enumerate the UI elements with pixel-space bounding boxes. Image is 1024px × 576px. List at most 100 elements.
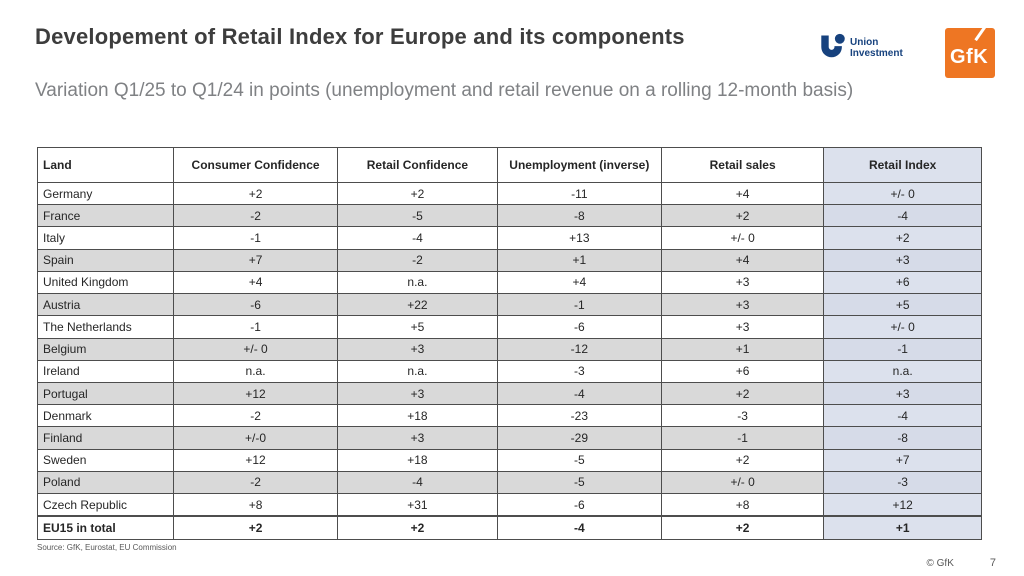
value-cell: -12 bbox=[496, 337, 662, 361]
union-investment-wordmark-line1: Union bbox=[850, 37, 879, 48]
gfk-logo: GfK bbox=[945, 28, 995, 78]
value-cell: +8 bbox=[660, 493, 825, 517]
country-cell: Germany bbox=[37, 181, 174, 206]
value-cell: -1 bbox=[496, 293, 662, 317]
value-cell: -6 bbox=[496, 315, 662, 339]
value-cell: -1 bbox=[823, 337, 982, 361]
gfk-slash-icon bbox=[974, 28, 986, 42]
value-cell: +2 bbox=[660, 448, 825, 472]
value-cell: +6 bbox=[823, 270, 982, 295]
table-row: The Netherlands -1 +5 -6 +3 +/- 0 bbox=[37, 315, 982, 339]
value-cell: -1 bbox=[660, 426, 825, 450]
country-cell: Belgium bbox=[37, 337, 174, 361]
table-row: Ireland n.a. n.a. -3 +6 n.a. bbox=[37, 359, 982, 383]
value-cell: +2 bbox=[660, 515, 825, 541]
table-header: Land Consumer Confidence Retail Confidence… bbox=[37, 147, 982, 183]
value-cell: -5 bbox=[496, 448, 662, 472]
table-row: Portugal +12 +3 -4 +2 +3 bbox=[37, 381, 982, 406]
value-cell: -29 bbox=[496, 426, 662, 450]
value-cell: +18 bbox=[337, 448, 498, 472]
value-cell: +4 bbox=[172, 270, 339, 295]
page-number: 7 bbox=[989, 557, 996, 569]
value-cell: -4 bbox=[823, 404, 982, 428]
country-cell: Poland bbox=[37, 470, 174, 495]
country-cell: United Kingdom bbox=[37, 270, 174, 295]
table-row: Belgium +/- 0 +3 -12 +1 -1 bbox=[37, 337, 982, 361]
country-cell: Spain bbox=[37, 248, 174, 272]
column-header-unemployment-inverse: Unemployment (inverse) bbox=[496, 147, 662, 183]
value-cell: +7 bbox=[823, 448, 982, 472]
gfk-wordmark: GfK bbox=[950, 46, 989, 68]
value-cell: n.a. bbox=[337, 359, 498, 383]
value-cell: +13 bbox=[496, 226, 662, 250]
value-cell: +3 bbox=[823, 381, 982, 406]
value-cell: +1 bbox=[496, 248, 662, 272]
total-row: EU15 in total +2 +2 -4 +2 +1 bbox=[37, 515, 982, 541]
table-row: Czech Republic +8 +31 -6 +8 +12 bbox=[37, 493, 982, 517]
union-investment-wordmark: Union Investment bbox=[850, 37, 903, 59]
value-cell: +5 bbox=[823, 293, 982, 317]
value-cell: +4 bbox=[660, 181, 825, 206]
country-cell: The Netherlands bbox=[37, 315, 174, 339]
value-cell: -1 bbox=[172, 226, 339, 250]
value-cell: +22 bbox=[337, 293, 498, 317]
country-cell: France bbox=[37, 204, 174, 228]
table-row: Germany +2 +2 -11 +4 +/- 0 bbox=[37, 181, 982, 206]
country-cell: Denmark bbox=[37, 404, 174, 428]
value-cell: -23 bbox=[496, 404, 662, 428]
table-row: Spain +7 -2 +1 +4 +3 bbox=[37, 248, 982, 272]
value-cell: +4 bbox=[496, 270, 662, 295]
column-header-land: Land bbox=[37, 147, 174, 183]
value-cell: -4 bbox=[496, 515, 662, 541]
country-cell: Ireland bbox=[37, 359, 174, 383]
value-cell: +5 bbox=[337, 315, 498, 339]
table-row: Austria -6 +22 -1 +3 +5 bbox=[37, 293, 982, 317]
value-cell: -5 bbox=[496, 470, 662, 495]
value-cell: +/- 0 bbox=[823, 315, 982, 339]
column-header-retail-index: Retail Index bbox=[823, 147, 982, 183]
value-cell: +3 bbox=[337, 337, 498, 361]
retail-index-table: Land Consumer Confidence Retail Confidence… bbox=[37, 147, 982, 541]
value-cell: +4 bbox=[660, 248, 825, 272]
value-cell: +12 bbox=[172, 381, 339, 406]
value-cell: -2 bbox=[172, 470, 339, 495]
subtitle: Variation Q1/25 to Q1/24 in points (unem… bbox=[35, 80, 854, 101]
country-cell: Finland bbox=[37, 426, 174, 450]
value-cell: +7 bbox=[172, 248, 339, 272]
value-cell: n.a. bbox=[337, 270, 498, 295]
column-header-retail-sales: Retail sales bbox=[660, 147, 825, 183]
table-header-row: Land Consumer Confidence Retail Confidence… bbox=[37, 147, 982, 183]
table-row: Sweden +12 +18 -5 +2 +7 bbox=[37, 448, 982, 472]
value-cell: -3 bbox=[496, 359, 662, 383]
table-body: Germany +2 +2 -11 +4 +/- 0 France -2 -5 -8 +2 -4 Ita… bbox=[37, 181, 982, 541]
value-cell: +12 bbox=[172, 448, 339, 472]
union-investment-wordmark-line2: Investment bbox=[850, 48, 903, 59]
value-cell: +/-0 bbox=[172, 426, 339, 450]
source-note: Source: GfK, Eurostat, EU Commission bbox=[37, 543, 177, 552]
country-cell: EU15 in total bbox=[37, 515, 174, 541]
value-cell: +2 bbox=[660, 381, 825, 406]
table-row: Finland +/-0 +3 -29 -1 -8 bbox=[37, 426, 982, 450]
column-header-retail-confidence: Retail Confidence bbox=[337, 147, 498, 183]
value-cell: +2 bbox=[172, 515, 339, 541]
value-cell: -4 bbox=[337, 470, 498, 495]
value-cell: +3 bbox=[337, 426, 498, 450]
country-cell: Austria bbox=[37, 293, 174, 317]
value-cell: -11 bbox=[496, 181, 662, 206]
value-cell: -2 bbox=[337, 248, 498, 272]
table-row: France -2 -5 -8 +2 -4 bbox=[37, 204, 982, 228]
country-cell: Portugal bbox=[37, 381, 174, 406]
value-cell: -4 bbox=[337, 226, 498, 250]
value-cell: +6 bbox=[660, 359, 825, 383]
table-row: Italy -1 -4 +13 +/- 0 +2 bbox=[37, 226, 982, 250]
value-cell: +3 bbox=[823, 248, 982, 272]
value-cell: +3 bbox=[337, 381, 498, 406]
country-cell: Sweden bbox=[37, 448, 174, 472]
value-cell: -5 bbox=[337, 204, 498, 228]
value-cell: +31 bbox=[337, 493, 498, 517]
value-cell: +3 bbox=[660, 293, 825, 317]
footer: © GfK 7 bbox=[927, 557, 997, 569]
value-cell: +1 bbox=[823, 515, 982, 541]
page-title: Developement of Retail Index for Europe … bbox=[35, 24, 685, 49]
